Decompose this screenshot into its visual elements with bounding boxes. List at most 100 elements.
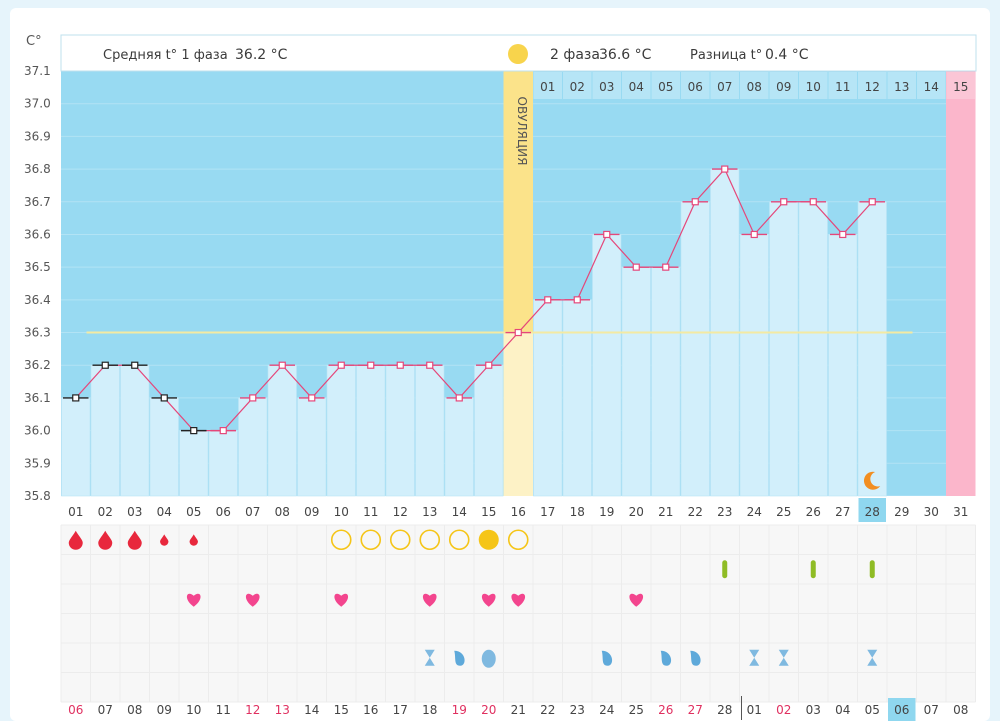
calendar-date-label: 06 — [894, 703, 909, 717]
calendar-date-label: 24 — [599, 703, 614, 717]
calendar-date-label: 03 — [806, 703, 821, 717]
luteal-day-label: 10 — [806, 80, 821, 94]
temperature-point[interactable] — [485, 361, 493, 369]
cycle-day-label[interactable]: 05 — [186, 505, 201, 519]
calendar-date-label: 19 — [452, 703, 467, 717]
cycle-day-label[interactable]: 02 — [98, 505, 113, 519]
temperature-point[interactable] — [750, 230, 758, 239]
calendar-date-label: 14 — [304, 703, 319, 717]
temperature-point[interactable] — [662, 263, 670, 271]
cycle-day-label[interactable]: 11 — [363, 505, 378, 519]
cycle-day-label[interactable]: 17 — [540, 505, 555, 519]
y-tick-label: 36.3 — [24, 326, 51, 340]
calendar-date-label: 25 — [629, 703, 644, 717]
temperature-point[interactable] — [839, 230, 847, 239]
temperature-point[interactable] — [809, 198, 817, 206]
cycle-day-label[interactable]: 29 — [894, 505, 909, 519]
cycle-day-label[interactable]: 16 — [511, 505, 526, 519]
temperature-point[interactable] — [426, 361, 434, 369]
cycle-day-label[interactable]: 25 — [776, 505, 791, 519]
cycle-day-label[interactable]: 07 — [245, 505, 260, 519]
cycle-day-label[interactable]: 26 — [806, 505, 821, 519]
y-tick-label: 36.4 — [24, 293, 51, 307]
cycle-day-label[interactable]: 03 — [127, 505, 142, 519]
luteal-day-cell — [769, 72, 798, 99]
luteal-day-cell — [946, 72, 975, 99]
luteal-day-label: 06 — [688, 80, 703, 94]
symptom-rows — [60, 524, 976, 703]
temperature-bar — [562, 299, 592, 497]
cycle-day-label[interactable]: 19 — [599, 505, 614, 519]
temperature-point[interactable] — [308, 394, 316, 402]
temperature-point[interactable] — [131, 361, 139, 369]
temperature-bar — [651, 266, 681, 497]
luteal-day-cell — [710, 72, 739, 99]
cycle-day-label[interactable]: 01 — [68, 505, 83, 519]
y-tick-label: 37.1 — [24, 64, 51, 78]
bbt-chart: C° 37.1 37.0 36.9 36.8 36.7 36.6 36.5 36.4 36.3 36… — [24, 34, 977, 721]
temperature-point[interactable] — [396, 361, 404, 369]
cycle-day-label[interactable]: 30 — [924, 505, 939, 519]
cycle-day-label[interactable]: 10 — [334, 505, 349, 519]
temperature-point[interactable] — [278, 361, 286, 369]
temperature-bar — [179, 430, 209, 497]
temperature-point[interactable] — [514, 328, 522, 337]
temperature-point[interactable] — [544, 296, 552, 304]
temperature-point[interactable] — [603, 230, 611, 239]
luteal-day-label: 01 — [540, 80, 555, 94]
temperature-point[interactable] — [219, 427, 227, 435]
temperature-point[interactable] — [190, 427, 198, 435]
calendar-dates: 06 07 08 09 10 11 12 13 14 15 16 17 18 19 20 21 22 23 24 25… — [68, 696, 968, 721]
menstruation-drop-icon — [98, 530, 113, 550]
cycle-day-label[interactable]: 15 — [481, 505, 496, 519]
cycle-day-label[interactable]: 24 — [747, 505, 762, 519]
calendar-date-label: 22 — [540, 703, 555, 717]
temperature-point[interactable] — [160, 394, 168, 402]
cycle-day-label[interactable]: 28 — [865, 505, 880, 519]
ovulation-test-negative-icon — [330, 529, 352, 551]
ovulation-test-negative-icon — [507, 529, 529, 551]
x-axis-cycle-days: 01 02 03 04 05 06 07 08 09 10 11 12 13 14 15 16 17 18 19 20… — [68, 498, 968, 522]
cycle-day-label[interactable]: 21 — [658, 505, 673, 519]
temperature-point[interactable] — [249, 394, 257, 402]
cycle-day-label[interactable]: 13 — [422, 505, 437, 519]
temperature-bar — [533, 299, 563, 497]
cycle-day-label[interactable]: 06 — [216, 505, 231, 519]
heart-icon — [511, 593, 526, 607]
temperature-point[interactable] — [691, 198, 699, 206]
cycle-day-label[interactable]: 14 — [452, 505, 467, 519]
cycle-day-label[interactable]: 20 — [629, 505, 644, 519]
temperature-point[interactable] — [72, 394, 80, 402]
y-tick-label: 36.7 — [24, 195, 51, 209]
y-tick-label: 36.2 — [24, 358, 51, 372]
luteal-day-label: 14 — [924, 80, 939, 94]
luteal-day-label: 15 — [953, 80, 968, 94]
luteal-day-label: 03 — [599, 80, 614, 94]
temperature-point[interactable] — [780, 198, 788, 206]
cycle-day-label[interactable]: 08 — [275, 505, 290, 519]
calendar-date-label: 16 — [363, 703, 378, 717]
temperature-point[interactable] — [367, 361, 375, 369]
temperature-point[interactable] — [721, 165, 729, 173]
temperature-point[interactable] — [573, 296, 581, 304]
cycle-day-label[interactable]: 09 — [304, 505, 319, 519]
y-tick-label: 36.0 — [24, 424, 51, 438]
temperature-point[interactable] — [455, 394, 463, 402]
temperature-point[interactable] — [101, 361, 109, 369]
temperature-point[interactable] — [632, 263, 640, 271]
ovulation-test-negative-icon — [360, 529, 382, 551]
calendar-date-label: 05 — [865, 703, 880, 717]
temperature-point[interactable] — [868, 198, 876, 206]
cycle-day-label[interactable]: 12 — [393, 505, 408, 519]
cycle-day-label[interactable]: 27 — [835, 505, 850, 519]
cycle-day-label[interactable]: 04 — [157, 505, 172, 519]
luteal-day-cell — [858, 72, 887, 99]
cycle-day-label[interactable]: 22 — [688, 505, 703, 519]
calendar-date-label: 28 — [717, 703, 732, 717]
hourglass-icon — [778, 649, 789, 666]
cycle-day-label[interactable]: 18 — [570, 505, 585, 519]
pregnancy-test-icon — [810, 560, 816, 579]
cycle-day-label[interactable]: 31 — [953, 505, 968, 519]
cycle-day-label[interactable]: 23 — [717, 505, 732, 519]
temperature-point[interactable] — [337, 361, 345, 369]
